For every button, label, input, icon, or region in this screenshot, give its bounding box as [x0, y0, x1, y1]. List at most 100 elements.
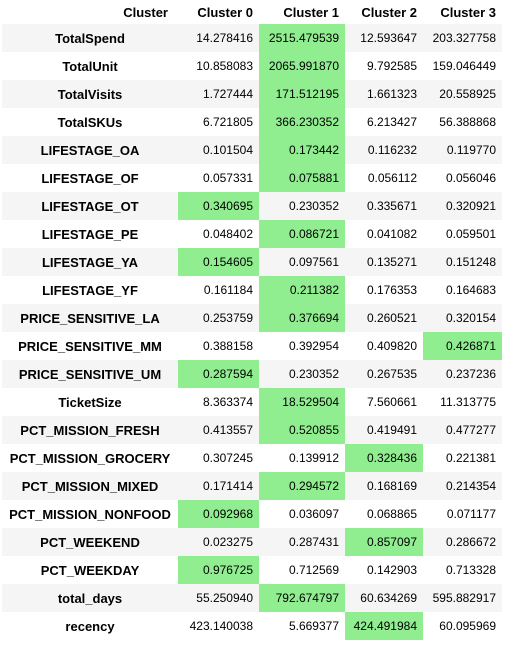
cell-cluster-3: 60.095969 — [439, 619, 496, 633]
cell-cluster-1: 0.392954 — [288, 339, 339, 353]
table-header: Cluster Cluster 0 Cluster 1 Cluster 2 Cl… — [2, 0, 502, 24]
cell-cluster-2: 0.168169 — [366, 479, 417, 493]
cell-cluster-1: 366.230352 — [259, 108, 345, 136]
column-header-cluster-1: Cluster 1 — [259, 0, 345, 24]
cell-cluster-2: 0.260521 — [366, 311, 417, 325]
table-row: TotalUnit 10.858083 2065.991870 9.792585 159… — [2, 52, 502, 80]
row-label: TotalSKUs — [57, 114, 123, 130]
cell-cluster-3: 0.214354 — [445, 479, 496, 493]
cell-cluster-0: 0.307245 — [202, 451, 253, 465]
cell-cluster-3: 0.119770 — [446, 143, 496, 157]
table-row: LIFESTAGE_YA 0.154605 0.097561 0.135271 0.15… — [2, 248, 502, 276]
cell-cluster-1: 2515.479539 — [259, 24, 345, 52]
cell-cluster-3: 0.477277 — [445, 423, 496, 437]
cell-cluster-3: 0.426871 — [423, 332, 502, 360]
row-label: PCT_MISSION_NONFOOD — [9, 506, 171, 522]
cell-cluster-1: 0.230352 — [288, 199, 339, 213]
table-row: LIFESTAGE_YF 0.161184 0.211382 0.176353 0.16… — [2, 276, 502, 304]
cell-cluster-3: 0.237236 — [445, 367, 496, 381]
cell-cluster-1: 0.230352 — [288, 367, 339, 381]
cell-cluster-3: 0.059501 — [445, 227, 496, 241]
cell-cluster-3: 595.882917 — [432, 591, 496, 605]
cell-cluster-3: 11.313775 — [440, 395, 496, 409]
row-label: LIFESTAGE_PE — [41, 226, 139, 242]
cell-cluster-1: 0.086721 — [259, 220, 345, 248]
cell-cluster-2: 0.068865 — [366, 507, 417, 521]
cell-cluster-2: 6.213427 — [366, 115, 417, 129]
row-label: LIFESTAGE_YF — [42, 282, 138, 298]
cell-cluster-1: 0.211382 — [259, 276, 345, 304]
cell-cluster-1: 0.036097 — [288, 507, 339, 521]
row-label: LIFESTAGE_OT — [41, 198, 139, 214]
cell-cluster-2: 0.328436 — [345, 444, 423, 472]
row-label: PRICE_SENSITIVE_UM — [18, 366, 162, 382]
column-header-cluster-2: Cluster 2 — [345, 0, 423, 24]
cell-cluster-2: 0.176353 — [366, 283, 417, 297]
table-row: total_days 55.250940 792.674797 60.634269 59… — [2, 584, 502, 612]
row-label: PCT_WEEKEND — [40, 534, 140, 550]
row-label: TotalVisits — [57, 86, 123, 102]
row-label: total_days — [57, 590, 123, 606]
table-row: TotalSKUs 6.721805 366.230352 6.213427 56.38… — [2, 108, 502, 136]
cell-cluster-3: 0.713328 — [445, 563, 496, 577]
cell-cluster-2: 0.335671 — [366, 199, 417, 213]
cell-cluster-0: 8.363374 — [202, 395, 253, 409]
cell-cluster-1: 2065.991870 — [259, 52, 345, 80]
cell-cluster-0: 0.976725 — [178, 556, 259, 584]
row-label: TotalSpend — [55, 30, 125, 46]
cell-cluster-0: 55.250940 — [196, 591, 253, 605]
header-row: Cluster Cluster 0 Cluster 1 Cluster 2 Cl… — [2, 0, 502, 24]
row-label: LIFESTAGE_OF — [41, 170, 139, 186]
cell-cluster-0: 423.140038 — [189, 619, 253, 633]
cell-cluster-0: 14.278416 — [196, 31, 253, 45]
table-row: TotalSpend 14.278416 2515.479539 12.593647 2… — [2, 24, 502, 52]
cell-cluster-1: 0.097561 — [288, 255, 339, 269]
cell-cluster-1: 18.529504 — [259, 388, 345, 416]
cell-cluster-2: 0.419491 — [366, 423, 417, 437]
cell-cluster-0: 0.388158 — [202, 339, 253, 353]
table-row: PCT_MISSION_FRESH 0.413557 0.520855 0.41949… — [2, 416, 502, 444]
cell-cluster-0: 0.154605 — [178, 248, 259, 276]
cell-cluster-0: 6.721805 — [202, 115, 253, 129]
cell-cluster-2: 0.135271 — [366, 255, 417, 269]
row-label: LIFESTAGE_OA — [40, 142, 140, 158]
cell-cluster-2: 424.491984 — [345, 612, 423, 640]
cell-cluster-0: 0.287594 — [178, 360, 259, 388]
table-row: recency 423.140038 5.669377 424.491984 60.09… — [2, 612, 502, 640]
row-label: PCT_MISSION_GROCERY — [9, 450, 171, 466]
cell-cluster-2: 0.041082 — [366, 227, 417, 241]
cell-cluster-0: 0.023275 — [202, 535, 253, 549]
table-row: PRICE_SENSITIVE_MM 0.388158 0.392954 0.4098… — [2, 332, 502, 360]
table-row: TotalVisits 1.727444 171.512195 1.661323 20.… — [2, 80, 502, 108]
row-label: LIFESTAGE_YA — [41, 254, 139, 270]
cell-cluster-2: 12.593647 — [360, 31, 417, 45]
table-row: LIFESTAGE_OF 0.057331 0.075881 0.056112 0.05… — [2, 164, 502, 192]
table-row: LIFESTAGE_OA 0.101504 0.173442 0.116232 0.11… — [2, 136, 502, 164]
cell-cluster-0: 0.253759 — [202, 311, 253, 325]
cell-cluster-0: 1.727444 — [202, 87, 253, 101]
cell-cluster-1: 0.075881 — [259, 164, 345, 192]
cell-cluster-1: 792.674797 — [259, 584, 345, 612]
table-row: LIFESTAGE_OT 0.340695 0.230352 0.335671 0.32… — [2, 192, 502, 220]
cell-cluster-3: 56.388868 — [439, 115, 496, 129]
cell-cluster-0: 0.171414 — [202, 479, 253, 493]
cell-cluster-0: 0.101504 — [202, 143, 253, 157]
cell-cluster-0: 0.057331 — [202, 171, 253, 185]
cell-cluster-3: 203.327758 — [432, 31, 496, 45]
cell-cluster-3: 20.558925 — [439, 87, 496, 101]
table-row: PCT_WEEKDAY 0.976725 0.712569 0.142903 0.713… — [2, 556, 502, 584]
cell-cluster-0: 0.161184 — [203, 283, 253, 297]
cell-cluster-2: 1.661323 — [366, 87, 417, 101]
cell-cluster-0: 10.858083 — [196, 59, 253, 73]
cell-cluster-1: 0.376694 — [259, 304, 345, 332]
row-label: PRICE_SENSITIVE_LA — [20, 310, 160, 326]
cell-cluster-2: 7.560661 — [366, 395, 417, 409]
cell-cluster-2: 0.142903 — [366, 563, 417, 577]
table-row: PCT_WEEKEND 0.023275 0.287431 0.857097 0.286… — [2, 528, 502, 556]
cell-cluster-0: 0.092968 — [178, 500, 259, 528]
row-label: PCT_WEEKDAY — [40, 562, 140, 578]
table-row: PCT_MISSION_GROCERY 0.307245 0.139912 0.328… — [2, 444, 502, 472]
cell-cluster-2: 0.409820 — [366, 339, 417, 353]
row-label: TicketSize — [58, 394, 122, 410]
cell-cluster-1: 0.287431 — [288, 535, 339, 549]
